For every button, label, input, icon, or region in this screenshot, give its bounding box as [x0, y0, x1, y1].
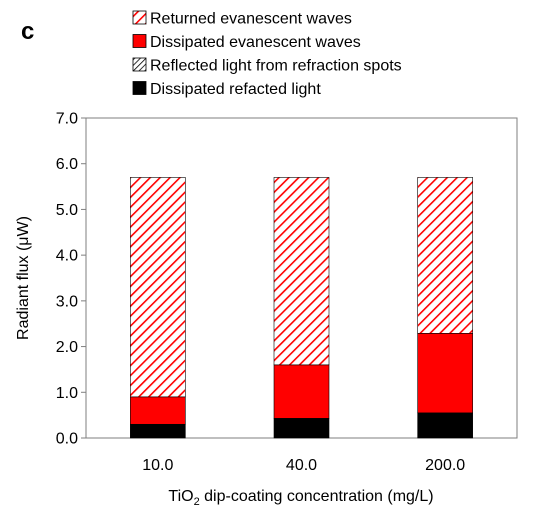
legend: Returned evanescent waves Dissipated evan…	[132, 10, 402, 98]
bar-segment-40.0-1	[273, 418, 330, 439]
y-axis-label: Radiant flux (μW)	[15, 216, 32, 340]
y-tick-label: 1.0	[56, 385, 78, 402]
x-tick-label: 200.0	[425, 457, 465, 474]
panel-label: c	[21, 18, 34, 45]
y-tick-label: 6.0	[56, 156, 78, 173]
y-tick-label: 0.0	[56, 431, 78, 448]
legend-swatch	[132, 34, 147, 48]
bar-segment-200.0-3	[417, 333, 473, 414]
legend-swatch	[132, 81, 147, 95]
y-tick-label: 2.0	[56, 339, 78, 356]
x-axis-ticks: 10.0 40.0 200.0	[142, 457, 465, 474]
bar-segment-10.0-1	[130, 423, 186, 439]
x-axis-label-prefix: TiO	[168, 488, 193, 505]
legend-label: Dissipated refacted light	[150, 81, 321, 98]
y-tick-label: 4.0	[56, 248, 78, 265]
plot-area: 0.0 1.0 2.0 3.0 4.0 5.0 6.0 7.0 10.0 40.0 200.0	[56, 111, 518, 474]
y-tick-label: 3.0	[56, 293, 78, 310]
x-axis-label-suffix: dip-coating concentration (mg/L)	[200, 488, 434, 505]
legend-label: Returned evanescent waves	[150, 11, 352, 28]
x-tick-label: 40.0	[286, 457, 317, 474]
x-axis-label-subscript: 2	[194, 496, 200, 508]
legend-label: Reflected light from refraction spots	[150, 58, 402, 75]
bar-segment-40.0-3	[273, 364, 330, 419]
x-axis-label: TiO2 dip-coating concentration (mg/L)	[168, 488, 433, 508]
legend-swatch	[132, 10, 147, 25]
y-axis-ticks: 0.0 1.0 2.0 3.0 4.0 5.0 6.0 7.0	[56, 111, 86, 448]
bar-segment-10.0-4	[130, 177, 186, 398]
bars	[130, 177, 473, 439]
y-tick-label: 7.0	[56, 111, 78, 128]
bar-segment-10.0-3	[130, 396, 186, 425]
y-tick-label: 5.0	[56, 202, 78, 219]
legend-swatch	[132, 57, 147, 72]
legend-label: Dissipated evanescent waves	[150, 34, 361, 51]
bar-segment-200.0-1	[417, 412, 473, 439]
bar-segment-200.0-4	[417, 177, 473, 334]
bar-segment-40.0-4	[273, 177, 330, 366]
x-tick-label: 10.0	[142, 457, 173, 474]
